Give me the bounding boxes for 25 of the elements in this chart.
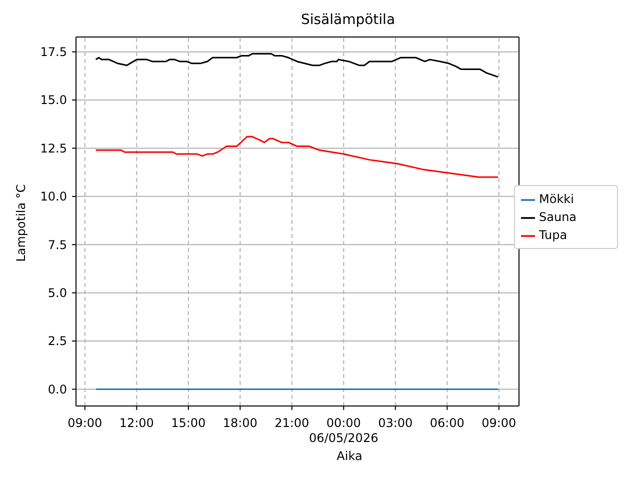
y-tick-label: 2.5 (48, 334, 67, 348)
x-tick-label: 15:00 (171, 416, 206, 430)
x-tick-label: 09:00 (68, 416, 102, 430)
x-tick-label: 18:00 (222, 416, 258, 430)
x-tick-label: 12:00 (119, 416, 154, 430)
chart-title: Sisälämpötila (300, 12, 396, 28)
y-tick-label: 17.5 (40, 45, 67, 60)
y-tick-label: 0.0 (48, 382, 67, 396)
y-tick-label: 12.5 (40, 141, 67, 156)
legend-label: Mökki (539, 192, 574, 206)
y-axis-title: Lampotila °C (14, 184, 28, 262)
y-tick-label: 15.0 (40, 93, 67, 108)
x-tick-label: 06:00 (430, 416, 464, 430)
line-series (95, 136, 499, 178)
x-tick-label: 03:00 (378, 416, 413, 430)
y-tick-label: 5.0 (48, 286, 67, 300)
x-axis-title: Aika (336, 449, 364, 463)
y-tick-label: 7.5 (48, 238, 67, 252)
legend-label: Tupa (539, 228, 568, 242)
line-series (95, 53, 499, 78)
x-tick-label: 09:00 (482, 416, 516, 430)
x-tick-label: 21:00 (274, 416, 310, 430)
legend-label: Sauna (539, 210, 577, 224)
x-tick-label: 00:00 06/05/2026 (309, 416, 378, 445)
y-tick-label: 10.0 (40, 190, 67, 204)
